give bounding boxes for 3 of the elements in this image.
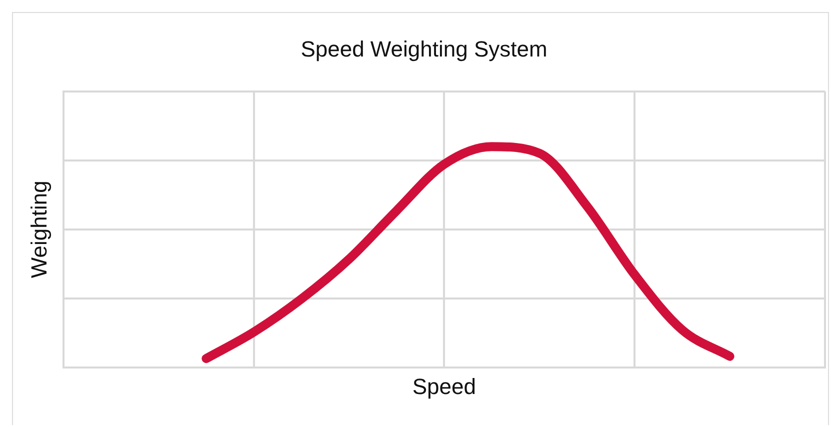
x-axis-title: Speed	[412, 374, 476, 399]
y-axis-title: Weighting	[26, 180, 52, 278]
chart-title: Speed Weighting System	[300, 36, 548, 62]
